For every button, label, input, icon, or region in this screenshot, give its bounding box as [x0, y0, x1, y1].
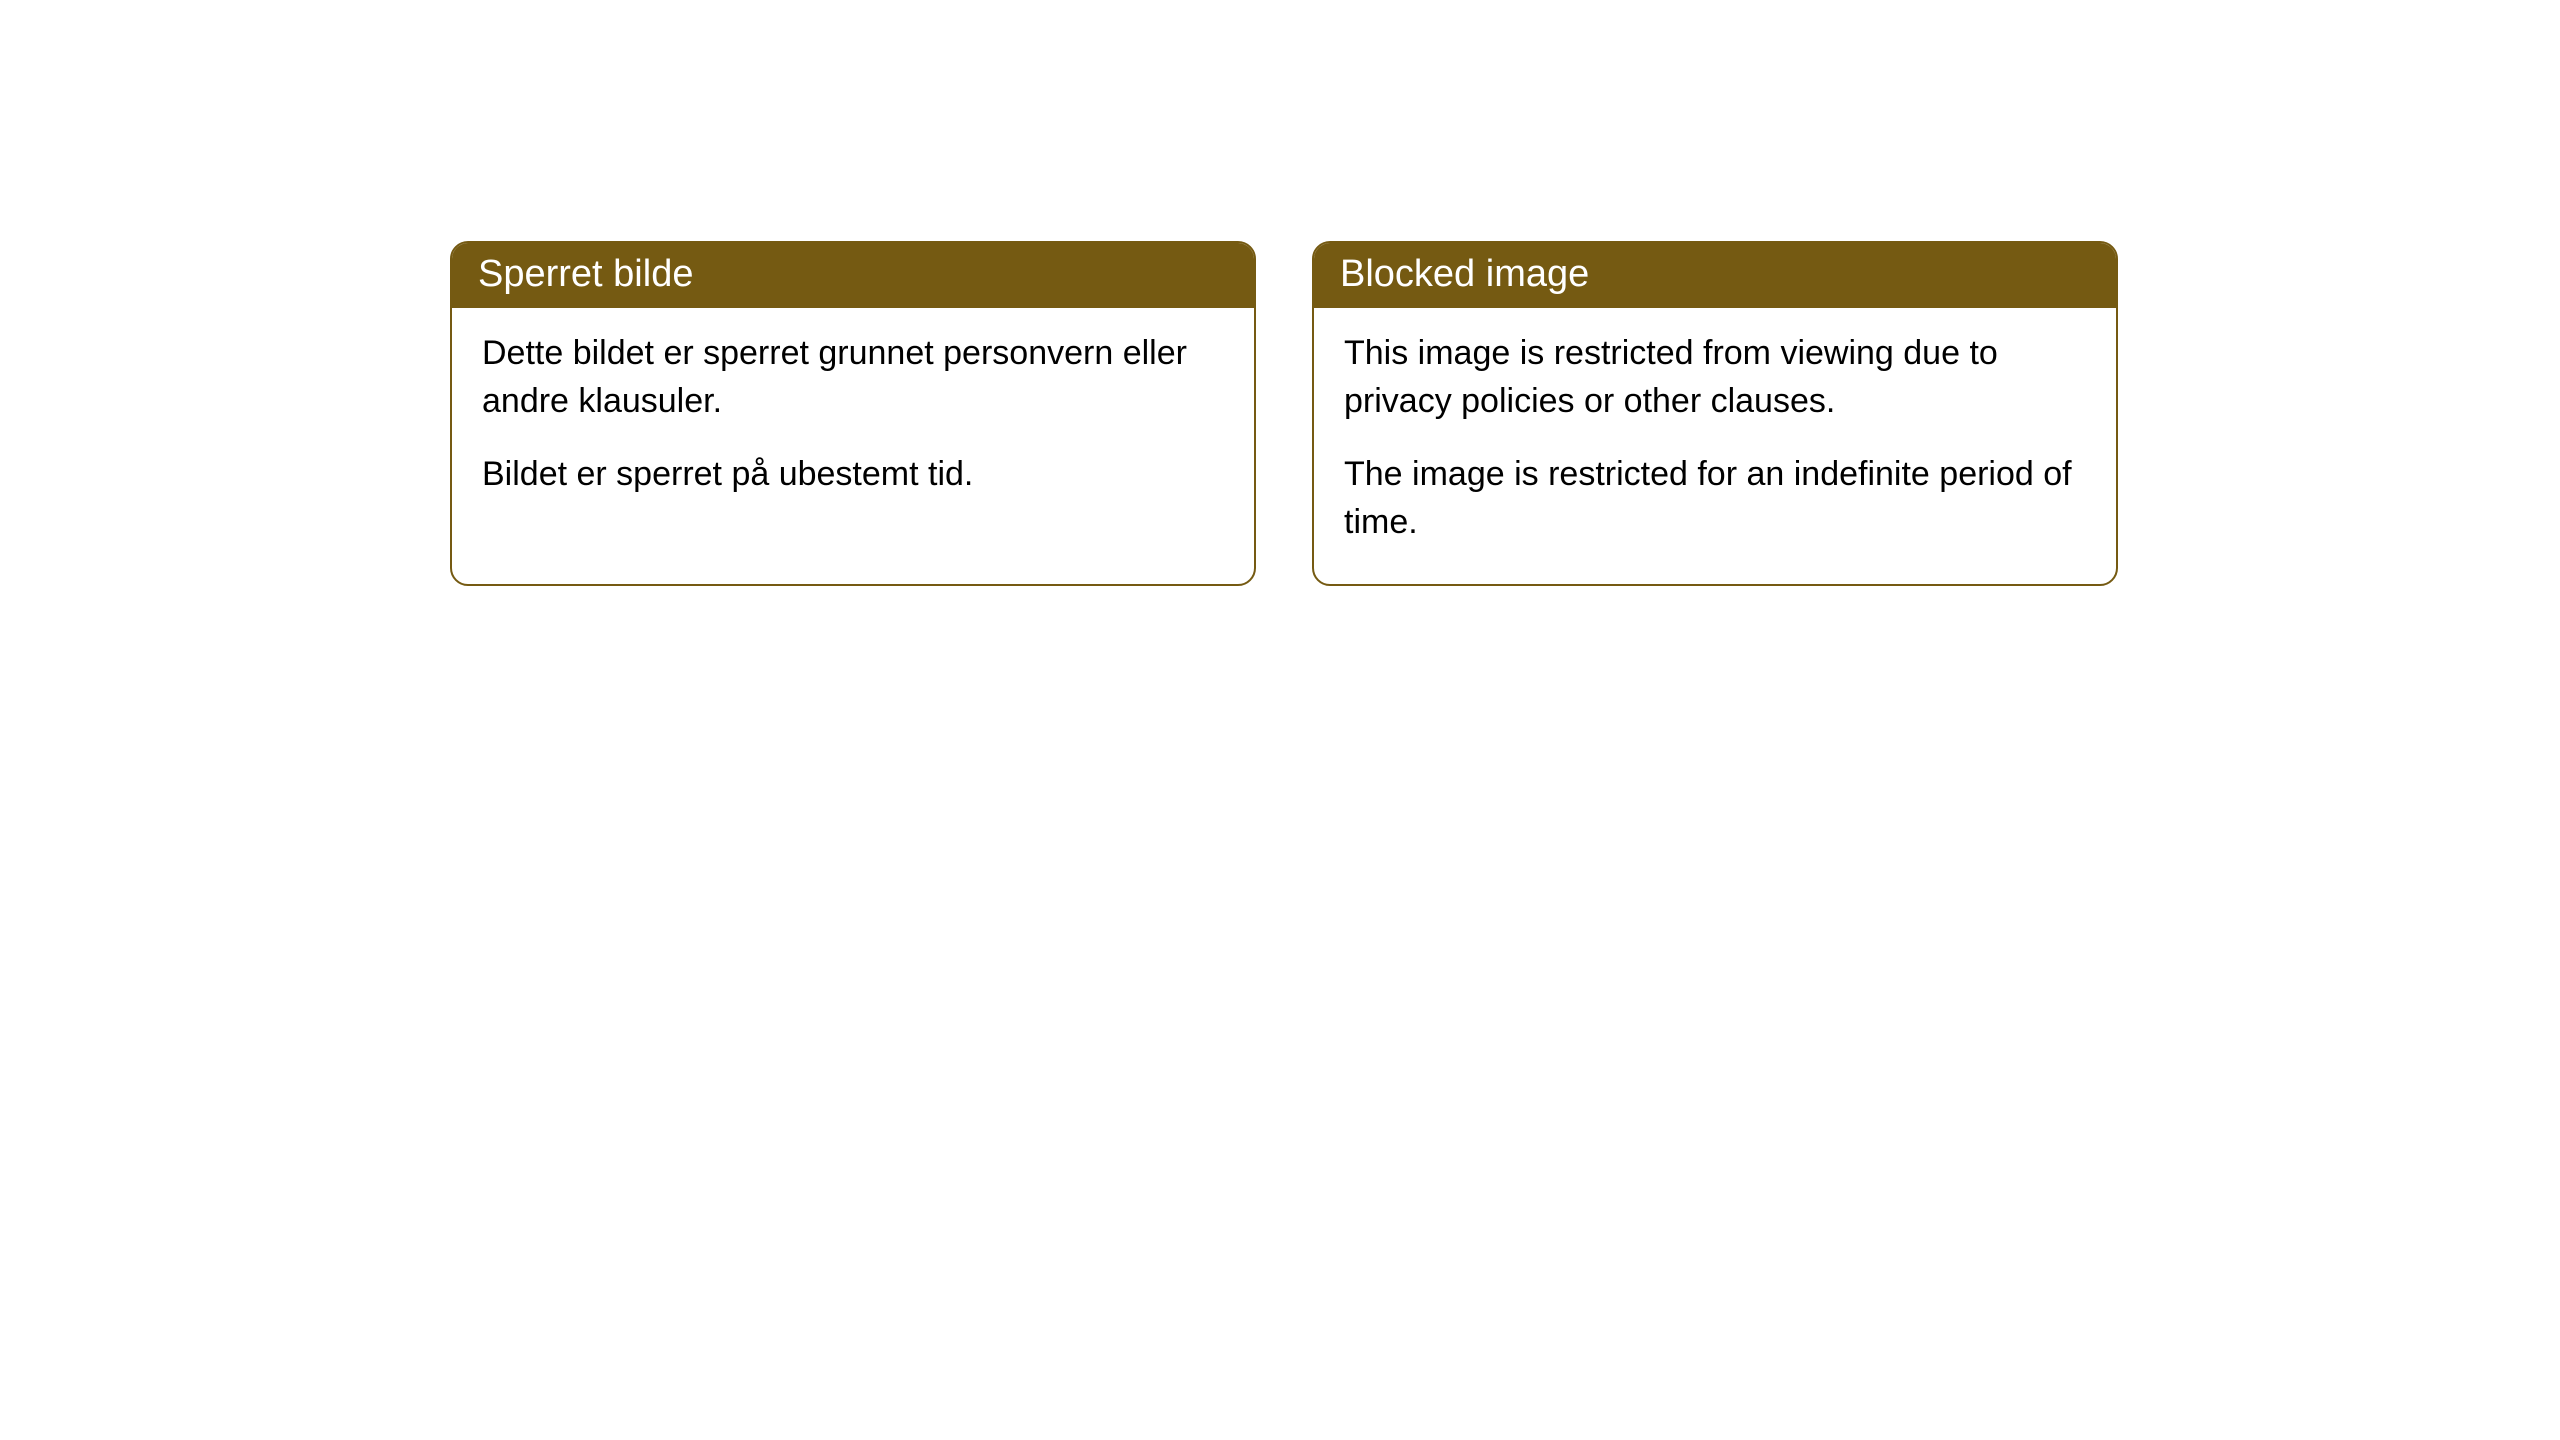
notice-header-english: Blocked image — [1314, 243, 2116, 308]
notice-card-english: Blocked image This image is restricted f… — [1312, 241, 2118, 586]
notice-paragraph: This image is restricted from viewing du… — [1344, 330, 2086, 425]
notice-body-norwegian: Dette bildet er sperret grunnet personve… — [452, 308, 1254, 537]
notice-title-english: Blocked image — [1340, 253, 1589, 295]
notice-card-norwegian: Sperret bilde Dette bildet er sperret gr… — [450, 241, 1256, 586]
notice-body-english: This image is restricted from viewing du… — [1314, 308, 2116, 584]
notice-header-norwegian: Sperret bilde — [452, 243, 1254, 308]
notice-paragraph: Bildet er sperret på ubestemt tid. — [482, 451, 1224, 499]
notice-paragraph: Dette bildet er sperret grunnet personve… — [482, 330, 1224, 425]
notice-title-norwegian: Sperret bilde — [478, 253, 693, 295]
notice-paragraph: The image is restricted for an indefinit… — [1344, 451, 2086, 546]
notice-container: Sperret bilde Dette bildet er sperret gr… — [450, 241, 2118, 586]
